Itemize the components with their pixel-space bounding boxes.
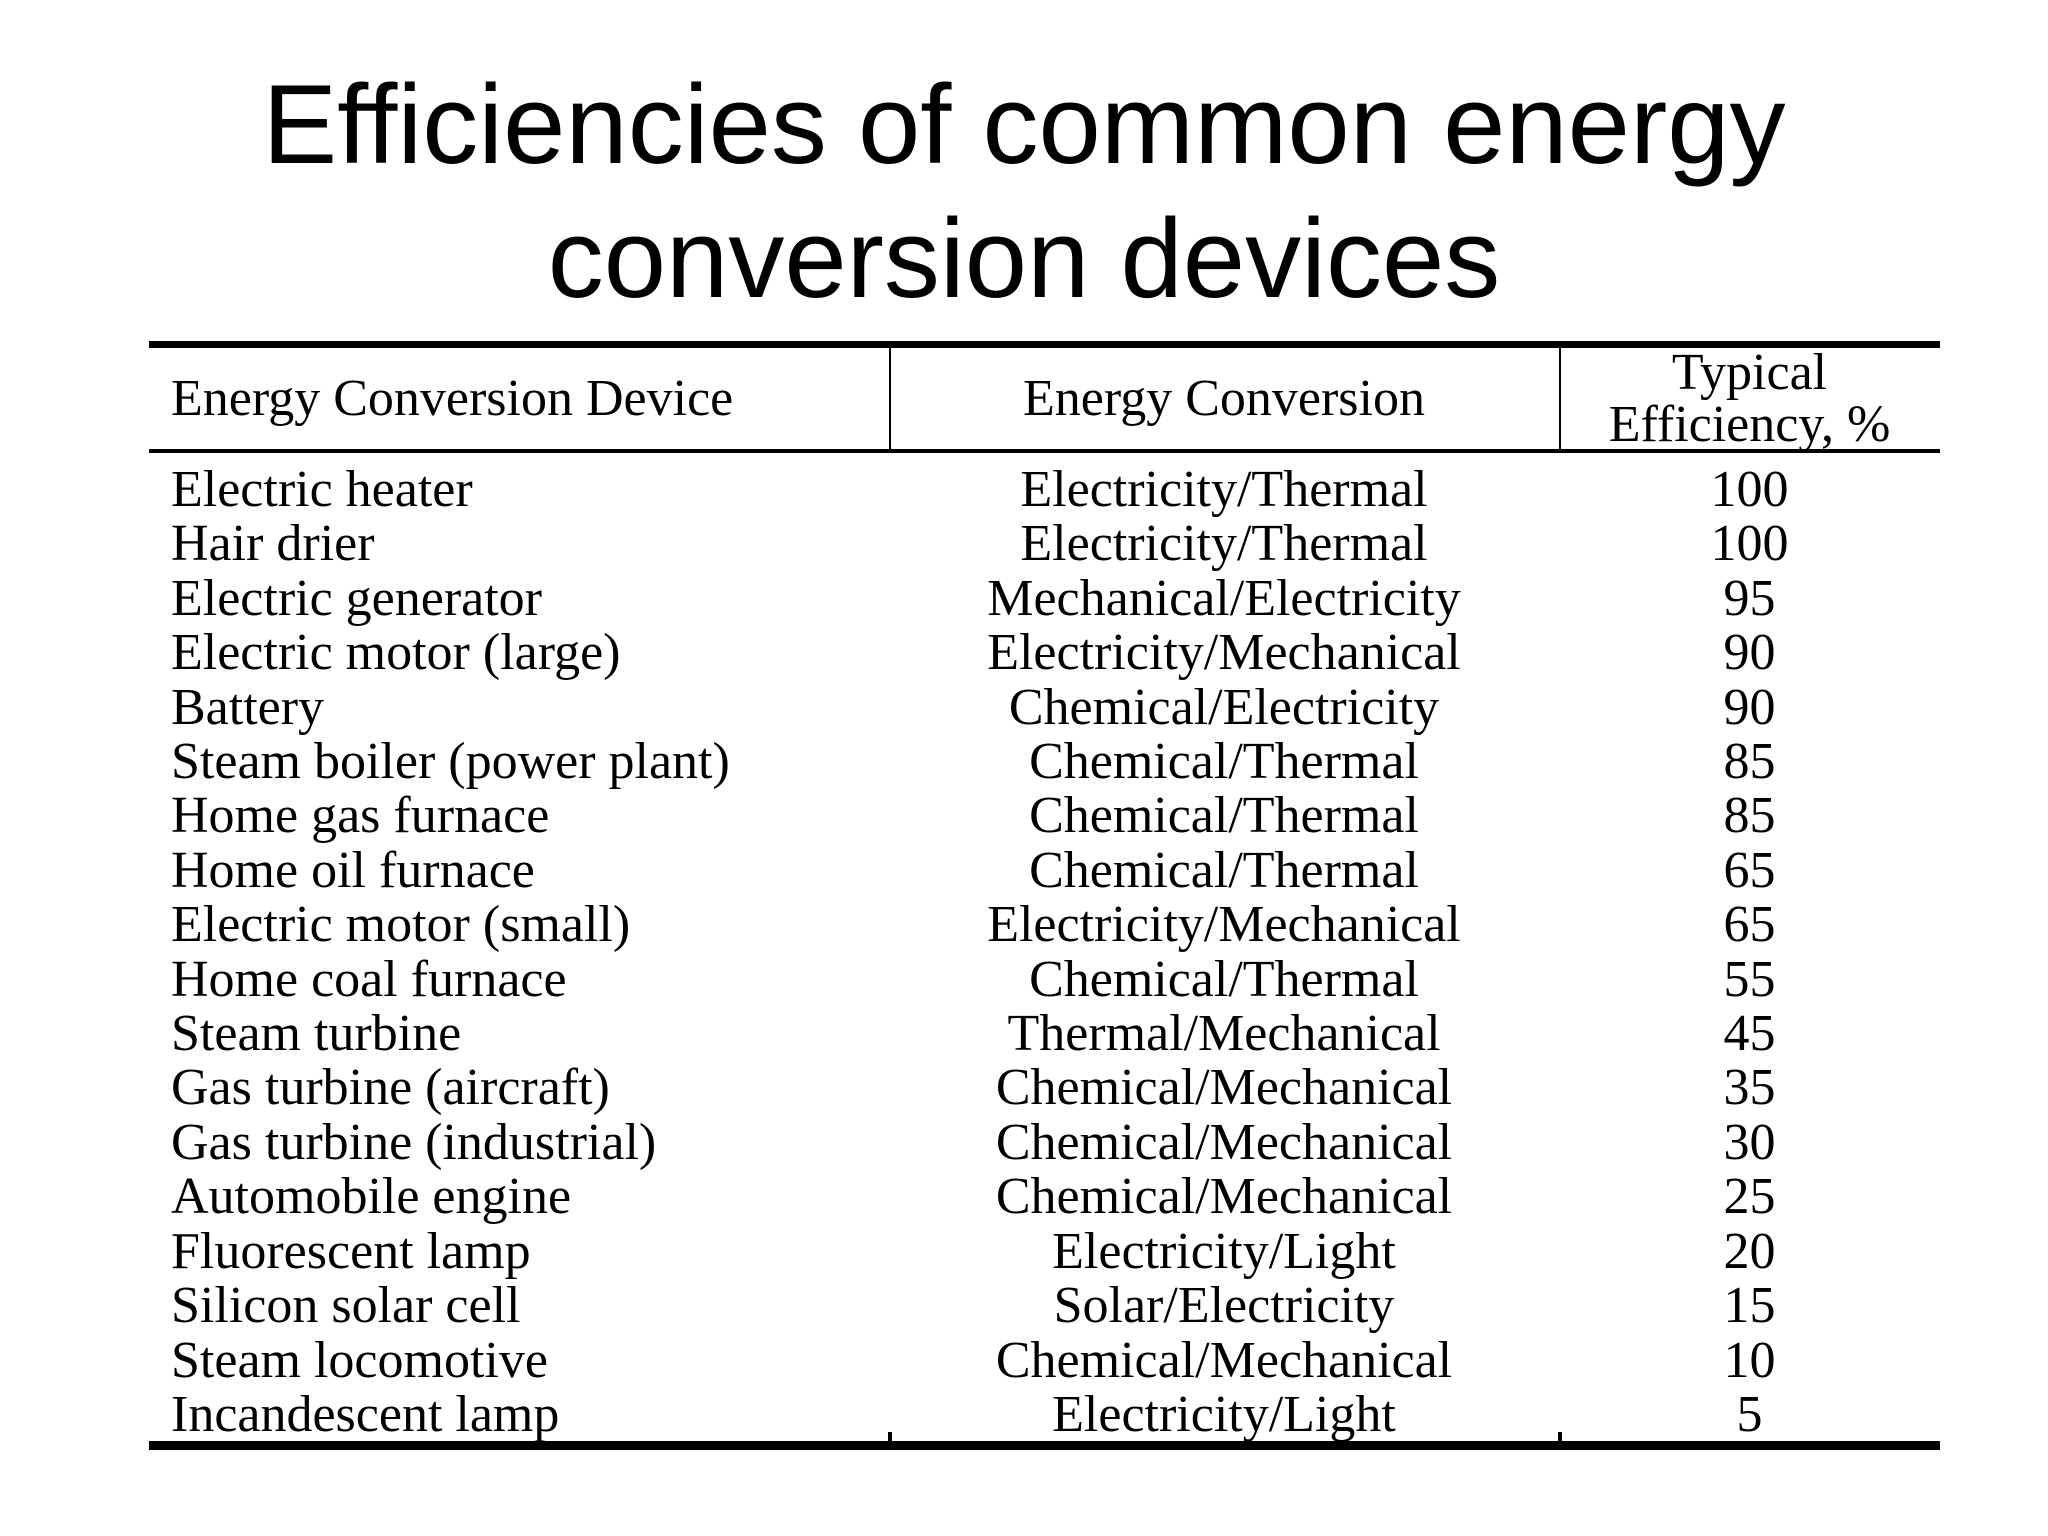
cell-device: Silicon solar cell <box>171 1277 521 1335</box>
efficiency-table: Energy Conversion Device Energy Conversi… <box>149 341 1940 1453</box>
cell-efficiency: 65 <box>1723 841 1776 899</box>
table-row: Fluorescent lamp Electricity/Light 20 <box>149 1222 1940 1280</box>
slide-title: Efficiencies of common energy conversion… <box>0 0 2048 326</box>
cell-efficiency: 85 <box>1723 733 1776 791</box>
cell-device: Home coal furnace <box>171 950 567 1008</box>
cell-conversion: Chemical/Thermal <box>1029 733 1419 791</box>
cell-device: Gas turbine (aircraft) <box>171 1059 610 1117</box>
cell-efficiency: 55 <box>1723 950 1776 1008</box>
header-efficiency-column: Typical Efficiency, % <box>1559 343 1940 453</box>
cell-efficiency: 25 <box>1723 1168 1776 1226</box>
cell-conversion: Electricity/Thermal <box>1020 515 1428 573</box>
cell-conversion: Chemical/Electricity <box>1008 678 1440 736</box>
table-row: Electric heater Electricity/Thermal 100 <box>149 461 1940 518</box>
cell-efficiency: 65 <box>1723 896 1776 954</box>
cell-device: Electric generator <box>171 569 542 627</box>
cell-efficiency: 90 <box>1723 678 1776 736</box>
table-row: Automobile engine Chemical/Mechanical 25 <box>149 1168 1940 1226</box>
cell-device: Steam boiler (power plant) <box>171 733 730 791</box>
cell-conversion: Electricity/Mechanical <box>987 624 1461 682</box>
column-divider-2-bottom-tick <box>1558 1432 1562 1441</box>
header-efficiency-line1: Typical <box>1671 343 1828 401</box>
cell-conversion: Chemical/Thermal <box>1029 787 1419 845</box>
cell-device: Electric motor (large) <box>171 624 621 682</box>
table-header-row: Energy Conversion Device Energy Conversi… <box>149 343 1940 453</box>
table-row: Steam locomotive Chemical/Mechanical 10 <box>149 1331 1940 1389</box>
cell-device: Home gas furnace <box>171 787 550 845</box>
cell-conversion: Electricity/Mechanical <box>987 896 1461 954</box>
cell-efficiency: 100 <box>1710 515 1789 573</box>
cell-conversion: Electricity/Light <box>1052 1385 1396 1443</box>
table-row: Hair drier Electricity/Thermal 100 <box>149 515 1940 573</box>
cell-device: Battery <box>171 678 325 736</box>
cell-device: Hair drier <box>171 515 375 573</box>
column-divider-1 <box>889 341 891 453</box>
cell-efficiency: 45 <box>1723 1005 1776 1063</box>
column-divider-2 <box>1559 341 1561 453</box>
cell-conversion: Electricity/Thermal <box>1020 461 1428 518</box>
table-header-rule <box>149 449 1940 453</box>
cell-conversion: Mechanical/Electricity <box>987 569 1461 627</box>
cell-efficiency: 85 <box>1723 787 1776 845</box>
cell-conversion: Chemical/Mechanical <box>995 1331 1453 1389</box>
table-row: Electric motor (large) Electricity/Mecha… <box>149 624 1940 682</box>
cell-conversion: Chemical/Mechanical <box>995 1168 1453 1226</box>
cell-efficiency: 5 <box>1736 1385 1763 1443</box>
cell-conversion: Chemical/Thermal <box>1029 950 1419 1008</box>
cell-efficiency: 100 <box>1710 461 1789 518</box>
cell-efficiency: 10 <box>1723 1331 1776 1389</box>
cell-device: Automobile engine <box>171 1168 572 1226</box>
cell-device: Steam turbine <box>171 1005 462 1063</box>
cell-conversion: Chemical/Mechanical <box>995 1113 1453 1171</box>
table-row: Gas turbine (aircraft) Chemical/Mechanic… <box>149 1059 1940 1117</box>
header-efficiency-line2: Efficiency, % <box>1608 395 1891 453</box>
cell-conversion: Thermal/Mechanical <box>1007 1005 1441 1063</box>
cell-efficiency: 20 <box>1723 1222 1776 1280</box>
cell-device: Incandescent lamp <box>171 1385 560 1443</box>
cell-device: Electric motor (small) <box>171 896 631 954</box>
slide-title-line2: conversion devices <box>547 196 1501 321</box>
table-top-rule <box>149 341 1940 348</box>
header-device-column: Energy Conversion Device <box>171 369 734 427</box>
cell-efficiency: 30 <box>1723 1113 1776 1171</box>
table-row: Incandescent lamp Electricity/Light 5 <box>149 1385 1940 1443</box>
table-row: Steam turbine Thermal/Mechanical 45 <box>149 1005 1940 1063</box>
cell-efficiency: 95 <box>1723 569 1776 627</box>
header-conversion-column: Energy Conversion <box>1023 369 1425 427</box>
cell-device: Gas turbine (industrial) <box>171 1113 657 1171</box>
table-row: Electric generator Mechanical/Electricit… <box>149 569 1940 627</box>
table-row: Home coal furnace Chemical/Thermal 55 <box>149 950 1940 1008</box>
table-row: Home gas furnace Chemical/Thermal 85 <box>149 787 1940 845</box>
cell-efficiency: 90 <box>1723 624 1776 682</box>
column-divider-1-bottom-tick <box>888 1432 892 1441</box>
table-row: Battery Chemical/Electricity 90 <box>149 678 1940 736</box>
cell-device: Electric heater <box>171 461 473 518</box>
table-row: Silicon solar cell Solar/Electricity 15 <box>149 1277 1940 1335</box>
cell-conversion: Chemical/Thermal <box>1029 841 1419 899</box>
cell-conversion: Electricity/Light <box>1052 1222 1396 1280</box>
cell-conversion: Chemical/Mechanical <box>995 1059 1453 1117</box>
table-row: Electric motor (small) Electricity/Mecha… <box>149 896 1940 954</box>
cell-device: Steam locomotive <box>171 1331 548 1389</box>
table-row: Home oil furnace Chemical/Thermal 65 <box>149 841 1940 899</box>
cell-device: Home oil furnace <box>171 841 535 899</box>
cell-efficiency: 35 <box>1723 1059 1776 1117</box>
cell-device: Fluorescent lamp <box>171 1222 531 1280</box>
table-bottom-rule <box>149 1441 1940 1450</box>
cell-efficiency: 15 <box>1723 1277 1776 1335</box>
table-row: Steam boiler (power plant) Chemical/Ther… <box>149 733 1940 791</box>
slide-title-line1: Efficiencies of common energy <box>262 62 1786 187</box>
table-body: Electric heater Electricity/Thermal 100 … <box>149 453 1940 1442</box>
table-row: Gas turbine (industrial) Chemical/Mechan… <box>149 1113 1940 1171</box>
cell-conversion: Solar/Electricity <box>1053 1277 1395 1335</box>
